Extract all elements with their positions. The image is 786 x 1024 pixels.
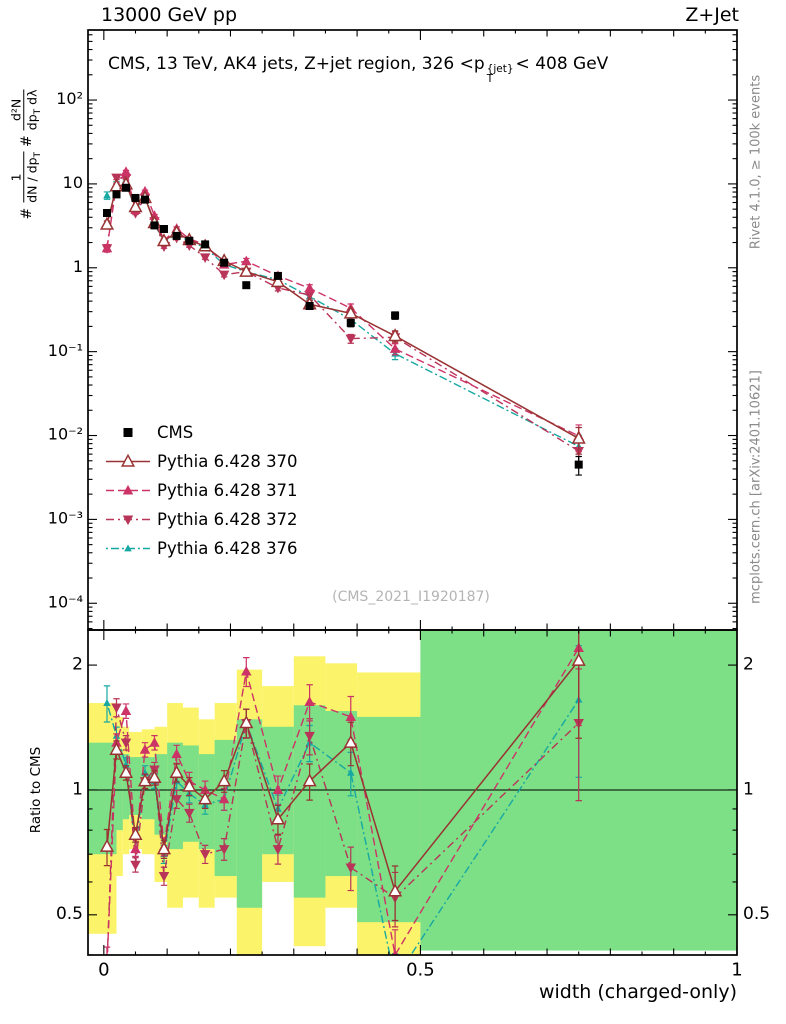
legend-item-pythia-372: Pythia 6.428 372 [157,510,298,529]
pt-superscript: {jet} [486,63,514,75]
pt-jet-symbol: {jet} T [486,63,514,85]
hash-symbol: # [19,135,35,147]
norm-fraction: 1 dN / dpT [8,151,43,203]
analysis-id-watermark: (CMS_2021_I1920187) [332,589,490,605]
mcplots-reference-note: mcplots.cern.ch [arXiv:2401.10621] [748,370,764,604]
y-axis-label-top: #1 dN / dpT # d²N dpT dλ [8,85,46,220]
legend-item-pythia-376: Pythia 6.428 376 [157,539,298,558]
panel-title-text-end: < 408 GeV [515,54,609,74]
pt-subscript: T [486,73,494,85]
legend-item-pythia-371: Pythia 6.428 371 [157,481,298,500]
panel-title: CMS, 13 TeV, AK4 jets, Z+jet region, 326… [108,54,608,84]
beam-energy-label: 13000 GeV pp [101,4,238,26]
legend-item-pythia-370: Pythia 6.428 370 [157,452,298,471]
panel-title-text: CMS, 13 TeV, AK4 jets, Z+jet region, 326… [108,54,485,74]
legend: CMS Pythia 6.428 370 Pythia 6.428 371 Py… [157,418,298,563]
process-label: Z+Jet [685,4,739,26]
hash-symbol: # [19,207,35,220]
x-axis-label: width (charged-only) [538,981,737,1003]
rivet-version-note: Rivet 4.1.0, ≥ 100k events [748,74,764,250]
ratio-y-axis-label: Ratio to CMS [28,746,44,834]
legend-item-cms: CMS [157,423,194,442]
observable-fraction: d²N dpT dλ [8,89,43,131]
